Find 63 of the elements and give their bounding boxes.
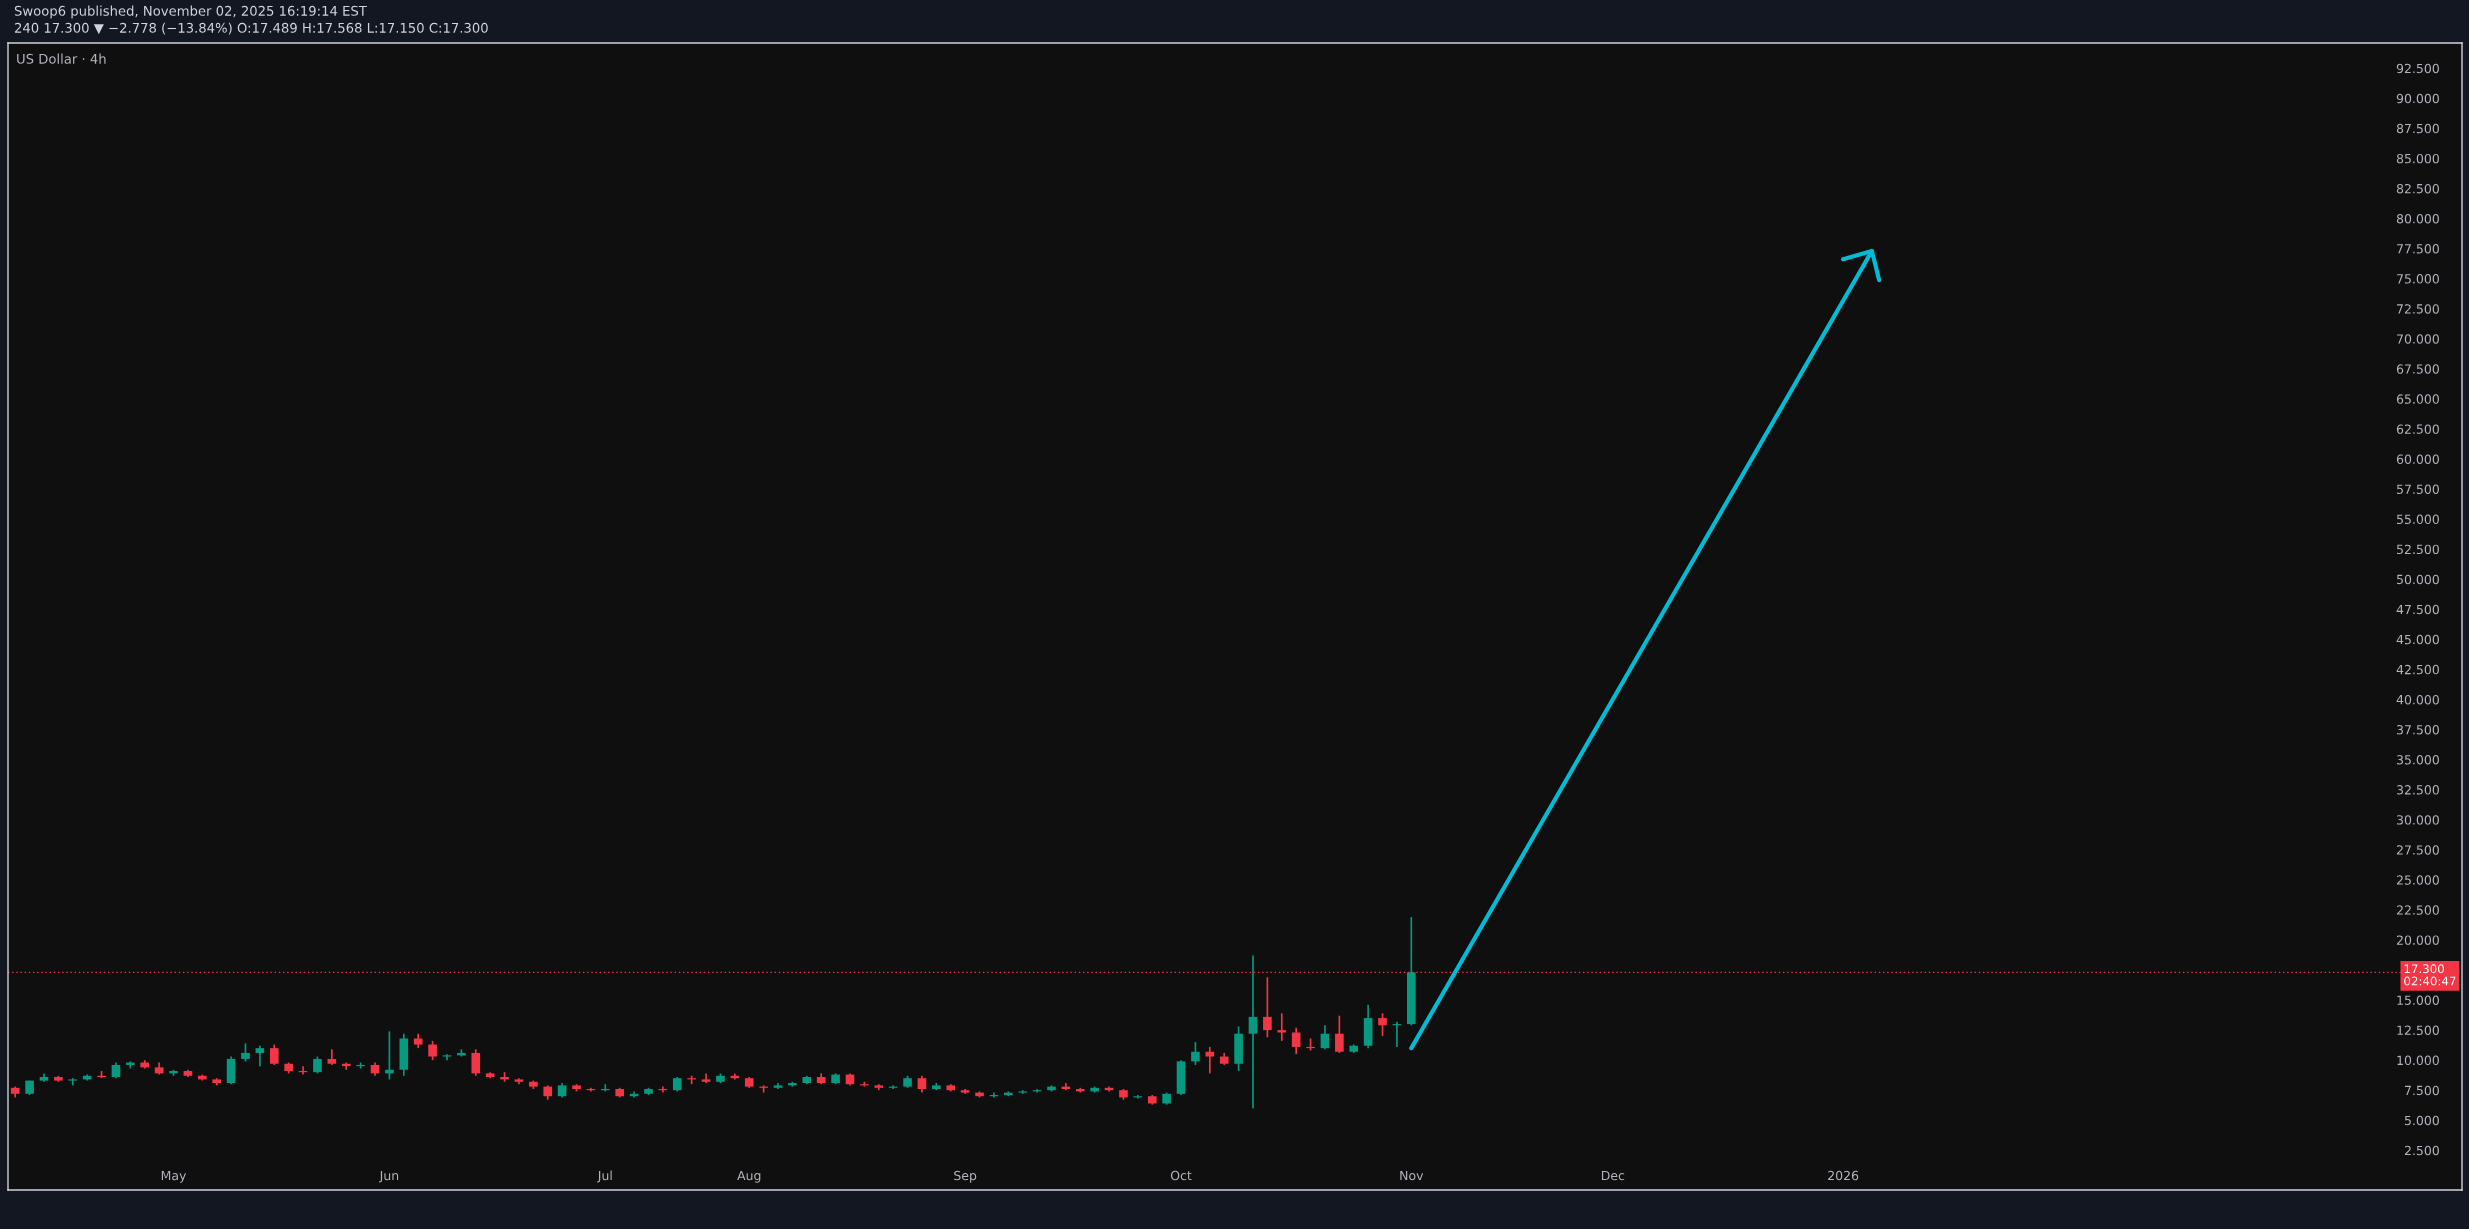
- x-tick-label: May: [161, 1170, 187, 1183]
- y-tick-label: 35.000: [2396, 755, 2439, 765]
- y-tick-label: 7.500: [2405, 1085, 2439, 1096]
- y-tick-label: 52.500: [2397, 544, 2439, 555]
- y-tick-label: 25.000: [2396, 875, 2439, 885]
- candlestick: [428, 1040, 437, 1061]
- y-tick-label: 47.500: [2396, 604, 2439, 615]
- y-tick-label: 10.000: [2397, 1055, 2439, 1066]
- candlestick: [600, 1083, 610, 1093]
- y-tick-label: 20.000: [2396, 935, 2439, 945]
- y-tick-label: 57.500: [2397, 484, 2439, 494]
- candlestick: [269, 1043, 279, 1066]
- y-tick-label: 42.500: [2396, 664, 2439, 675]
- y-tick-label: 30.000: [2396, 815, 2439, 825]
- x-tick-label: Dec: [1601, 1170, 1625, 1181]
- candlestick: [1378, 1012, 1387, 1037]
- y-tick-label: 12.500: [2397, 1025, 2439, 1036]
- y-tick-label: 85.000: [2396, 153, 2439, 164]
- x-tick-label: Nov: [1400, 1170, 1424, 1181]
- candlestick: [241, 1042, 250, 1063]
- y-tick-label: 27.500: [2396, 845, 2439, 855]
- candlestick: [255, 1044, 265, 1067]
- y-tick-label: 87.500: [2396, 123, 2439, 134]
- y-tick-label: 72.500: [2397, 304, 2439, 314]
- y-tick-label: 32.500: [2396, 785, 2439, 795]
- candlestick: [1263, 976, 1272, 1039]
- candlestick: [1191, 1041, 1200, 1066]
- y-tick-label: 37.500: [2396, 724, 2439, 735]
- candlestick: [1320, 1024, 1330, 1051]
- y-tick-label: 70.000: [2397, 334, 2439, 344]
- y-tick-label: 80.000: [2396, 214, 2439, 224]
- y-tick-label: 62.500: [2396, 424, 2439, 434]
- y-tick-label: 82.500: [2396, 183, 2439, 194]
- y-tick-label: 75.000: [2397, 274, 2439, 284]
- x-tick-label: Jul: [597, 1170, 612, 1183]
- y-tick-label: 15.000: [2397, 995, 2439, 1005]
- candlestick: [1335, 1014, 1344, 1054]
- x-tick-label: Oct: [1170, 1170, 1192, 1181]
- y-tick-label: 67.500: [2396, 364, 2439, 374]
- y-tick-label: 65.000: [2396, 394, 2439, 404]
- y-tick-label: 5.000: [2404, 1115, 2439, 1126]
- x-tick-label: Jun: [379, 1170, 399, 1183]
- candlestick: [1248, 954, 1258, 1110]
- y-tick-label: 40.000: [2396, 694, 2439, 705]
- y-tick-label: 2.500: [2404, 1145, 2439, 1156]
- text: US Dollar · 4h: [17, 53, 106, 64]
- y-tick-label: 90.000: [2396, 93, 2439, 104]
- x-tick-label: Sep: [954, 1170, 977, 1183]
- ref-line-label: 17.300 02:40:47: [2404, 964, 2456, 986]
- text: 240 17.300 ▼ −2.778 (−13.84%) O:17.489 H:17.568 L:17.150 C:17.300: [14, 22, 488, 35]
- x-tick-label: Aug: [737, 1170, 761, 1183]
- candlestick: [1205, 1046, 1215, 1075]
- y-tick-label: 22.500: [2396, 905, 2439, 915]
- text: Swoop6 published, November 02, 2025 16:19:14 EST: [14, 5, 367, 19]
- x-tick-label: 2026: [1828, 1170, 1859, 1181]
- y-tick-label: 50.000: [2397, 574, 2439, 585]
- candlestick: [1291, 1026, 1301, 1055]
- y-tick-label: 45.000: [2396, 634, 2439, 645]
- y-tick-label: 55.000: [2397, 514, 2439, 525]
- y-tick-label: 77.500: [2397, 244, 2439, 254]
- y-tick-label: 92.500: [2396, 63, 2439, 74]
- candlestick: [471, 1048, 481, 1077]
- y-tick-label: 60.000: [2396, 454, 2439, 464]
